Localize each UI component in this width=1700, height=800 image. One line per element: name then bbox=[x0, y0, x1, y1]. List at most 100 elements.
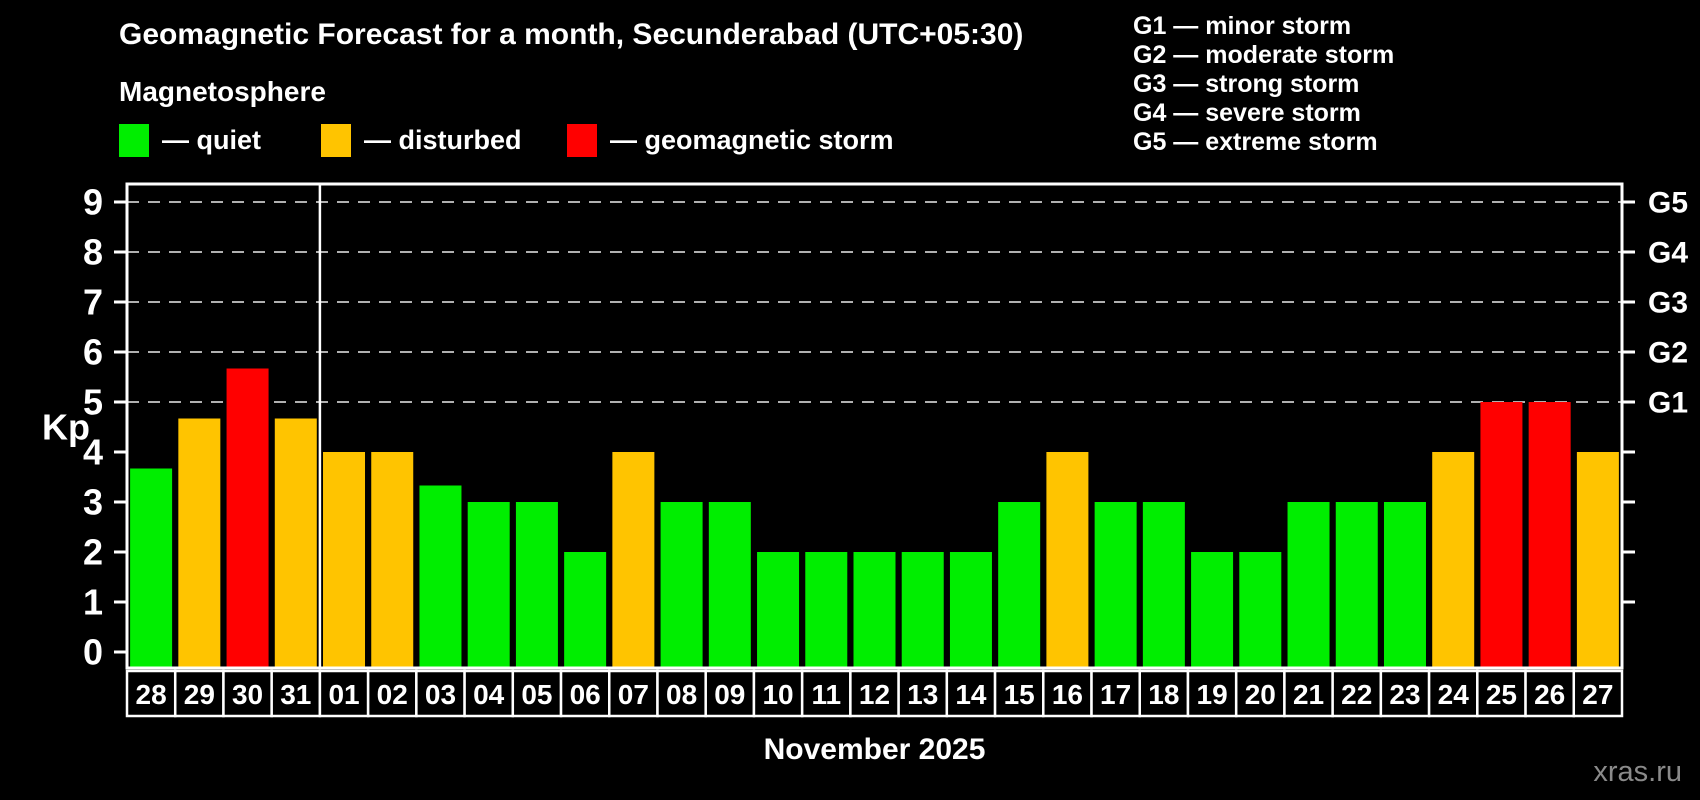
day-label-27: 27 bbox=[1582, 679, 1613, 710]
storm-scale-g2: G2 — moderate storm bbox=[1133, 41, 1395, 69]
bar-day-28 bbox=[130, 468, 173, 668]
bar-day-12 bbox=[853, 552, 896, 668]
day-label-01: 01 bbox=[328, 679, 359, 710]
day-cell-01 bbox=[318, 669, 370, 718]
y-axis-label-9: 9 bbox=[83, 182, 103, 223]
bar-day-02 bbox=[371, 452, 414, 668]
y-axis-label-7: 7 bbox=[83, 282, 103, 323]
day-cell-27 bbox=[1572, 669, 1624, 718]
bar-day-24 bbox=[1432, 452, 1475, 668]
day-label-21: 21 bbox=[1293, 679, 1324, 710]
day-label-03: 03 bbox=[425, 679, 456, 710]
bar-day-09 bbox=[708, 502, 751, 668]
storm-scale-g4: G4 — severe storm bbox=[1133, 99, 1361, 127]
right-axis-label-g2: G2 bbox=[1648, 337, 1688, 370]
storm-color-swatch bbox=[567, 123, 597, 157]
day-label-06: 06 bbox=[570, 679, 601, 710]
y-axis-label-1: 1 bbox=[83, 582, 103, 623]
day-label-11: 11 bbox=[811, 679, 841, 710]
day-label-23: 23 bbox=[1389, 679, 1420, 710]
bar-day-26 bbox=[1528, 402, 1571, 668]
bar-day-16 bbox=[1046, 452, 1089, 668]
bar-day-08 bbox=[660, 502, 703, 668]
right-axis-label-g4: G4 bbox=[1648, 237, 1688, 270]
bar-day-19 bbox=[1191, 552, 1234, 668]
bar-day-06 bbox=[564, 552, 607, 668]
bar-day-01 bbox=[323, 452, 366, 668]
bar-day-11 bbox=[805, 552, 848, 668]
day-cell-23 bbox=[1379, 669, 1431, 718]
day-cell-13 bbox=[897, 669, 949, 718]
day-label-12: 12 bbox=[859, 679, 890, 710]
legend-item-disturbed: — disturbed bbox=[321, 123, 522, 157]
bar-day-07 bbox=[612, 452, 655, 668]
day-cell-16 bbox=[1042, 669, 1093, 718]
bar-day-15 bbox=[998, 502, 1041, 668]
day-label-07: 07 bbox=[618, 679, 649, 710]
storm-scale-legend: G1 — minor storm G2 — moderate storm G3 … bbox=[1133, 12, 1394, 157]
day-label-10: 10 bbox=[762, 679, 793, 710]
day-label-26: 26 bbox=[1534, 679, 1565, 710]
y-axis-label-8: 8 bbox=[83, 232, 103, 273]
day-label-24: 24 bbox=[1438, 679, 1470, 710]
y-axis-label-5: 5 bbox=[83, 382, 103, 423]
bar-day-18 bbox=[1142, 502, 1185, 668]
day-cell-09 bbox=[704, 669, 756, 718]
chart-title: Geomagnetic Forecast for a month, Secund… bbox=[119, 18, 1024, 51]
y-axis-label-4: 4 bbox=[83, 432, 103, 473]
bar-day-05 bbox=[515, 502, 558, 668]
storm-scale-g3: G3 — strong storm bbox=[1133, 70, 1360, 98]
day-cell-08 bbox=[656, 669, 707, 718]
quiet-color-swatch bbox=[119, 123, 149, 157]
legend-label-storm: — geomagnetic storm bbox=[610, 124, 894, 155]
day-cell-22 bbox=[1331, 669, 1383, 718]
y-axis-label-2: 2 bbox=[83, 532, 103, 573]
day-label-15: 15 bbox=[1004, 679, 1035, 710]
day-label-18: 18 bbox=[1148, 679, 1179, 710]
day-label-16: 16 bbox=[1052, 679, 1083, 710]
day-label-31: 31 bbox=[280, 679, 311, 710]
bar-day-25 bbox=[1480, 402, 1523, 668]
bar-day-22 bbox=[1335, 502, 1378, 668]
right-axis-label-g1: G1 bbox=[1648, 387, 1688, 420]
day-cell-15 bbox=[993, 669, 1045, 718]
chart-subtitle: Magnetosphere bbox=[119, 76, 326, 107]
day-label-25: 25 bbox=[1486, 679, 1517, 710]
y-axis-label-0: 0 bbox=[83, 632, 103, 673]
plot-border bbox=[125, 182, 1624, 670]
legend-label-quiet: — quiet bbox=[162, 124, 261, 155]
watermark: xras.ru bbox=[1593, 756, 1682, 788]
day-cell-06 bbox=[559, 669, 611, 718]
y-axis-title: Kp bbox=[42, 407, 90, 448]
day-label-17: 17 bbox=[1100, 679, 1131, 710]
day-cell-19 bbox=[1186, 669, 1238, 718]
day-cell-05 bbox=[511, 669, 563, 718]
day-label-30: 30 bbox=[232, 679, 263, 710]
day-label-09: 09 bbox=[714, 679, 745, 710]
day-label-20: 20 bbox=[1245, 679, 1276, 710]
legend-item-quiet: — quiet bbox=[119, 123, 261, 157]
bar-day-23 bbox=[1383, 502, 1426, 668]
y-axis-label-3: 3 bbox=[83, 482, 103, 523]
y-axis-label-6: 6 bbox=[83, 332, 103, 373]
day-label-22: 22 bbox=[1341, 679, 1372, 710]
day-cell-10 bbox=[752, 669, 804, 718]
bar-day-10 bbox=[757, 552, 800, 668]
bar-day-30 bbox=[226, 368, 269, 668]
day-label-19: 19 bbox=[1197, 679, 1228, 710]
day-label-29: 29 bbox=[184, 679, 215, 710]
day-label-04: 04 bbox=[473, 679, 505, 710]
bar-day-20 bbox=[1239, 552, 1282, 668]
disturbed-color-swatch bbox=[321, 123, 351, 157]
day-label-08: 08 bbox=[666, 679, 697, 710]
legend-label-disturbed: — disturbed bbox=[364, 124, 522, 155]
day-label-05: 05 bbox=[521, 679, 552, 710]
day-cell-26 bbox=[1524, 669, 1576, 718]
day-label-14: 14 bbox=[955, 679, 987, 710]
bar-day-21 bbox=[1287, 502, 1330, 668]
bar-day-29 bbox=[178, 418, 221, 668]
day-label-13: 13 bbox=[907, 679, 938, 710]
bar-day-27 bbox=[1576, 452, 1619, 668]
